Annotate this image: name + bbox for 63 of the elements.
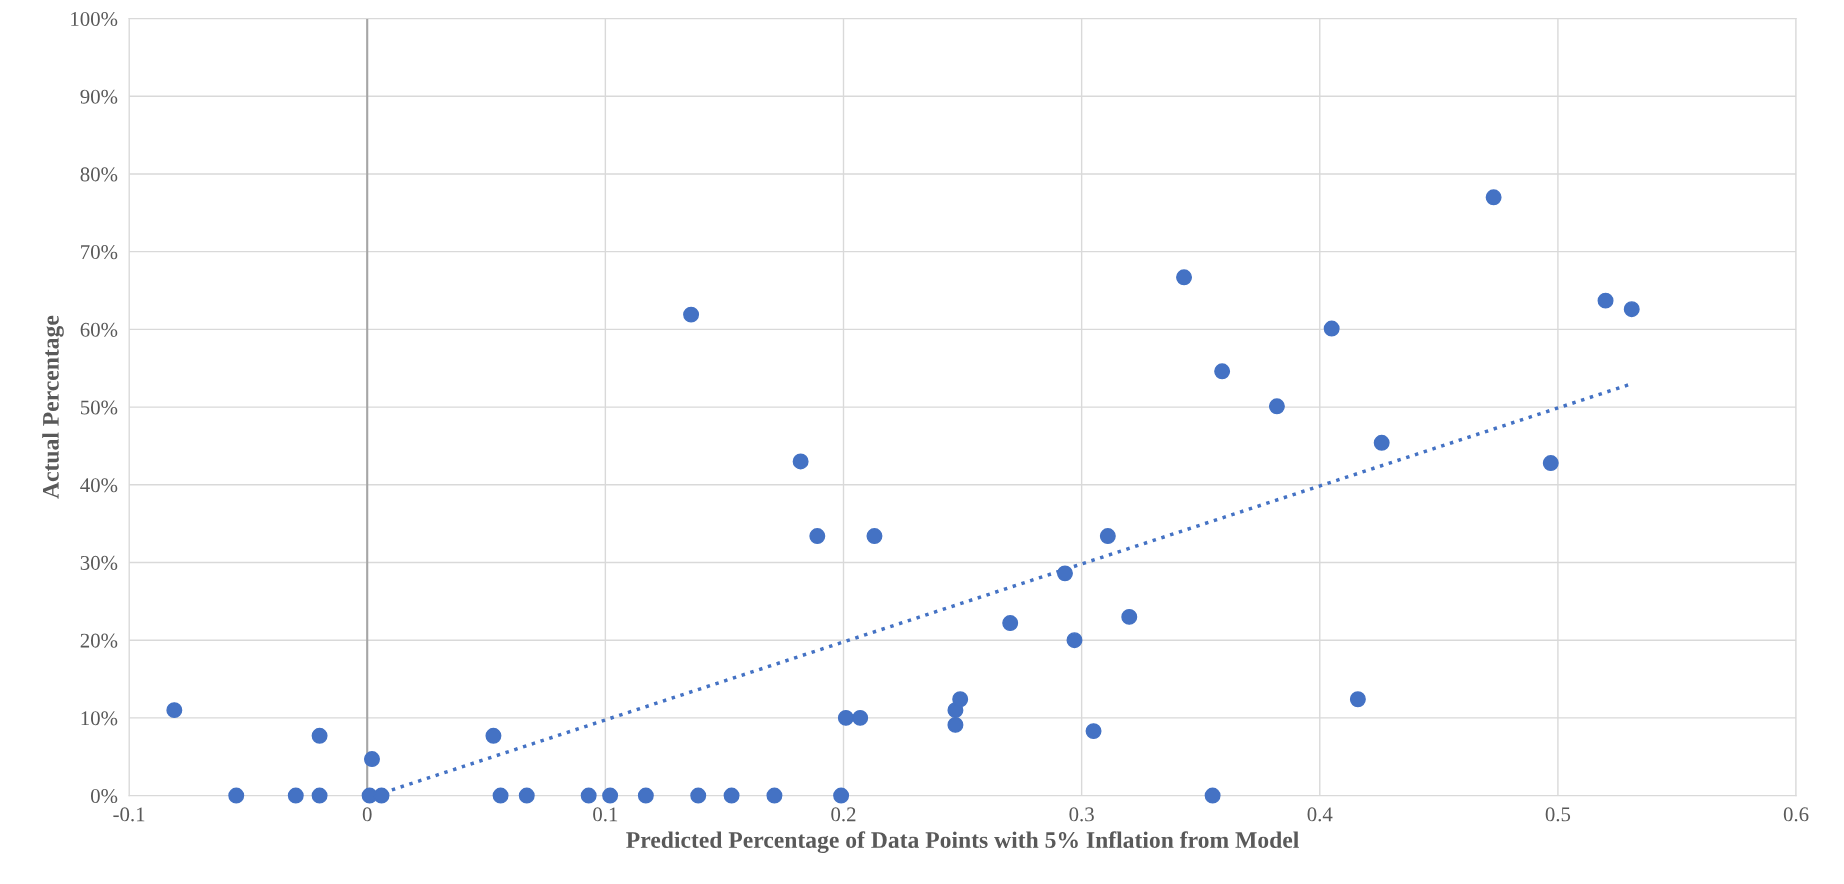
y-tick-label: 10% [81, 711, 118, 726]
x-tick-label: 0.2 [831, 807, 856, 822]
y-axis-title: Actual Percentage [42, 315, 64, 499]
point [683, 306, 700, 323]
point [837, 709, 854, 726]
point [1623, 301, 1640, 318]
x-tick-label: 0.1 [593, 807, 618, 822]
point [1485, 189, 1502, 206]
point [492, 787, 509, 804]
x-tick-label: 0.3 [1069, 807, 1094, 822]
point [1176, 269, 1193, 286]
point [852, 709, 869, 726]
point [373, 787, 390, 804]
y-tick-label: 40% [80, 478, 118, 493]
point [1002, 615, 1019, 632]
x-tick-label: 0.5 [1545, 807, 1571, 822]
point [866, 528, 883, 545]
y-tick-label: 50% [80, 400, 118, 415]
point [1121, 608, 1138, 625]
point [228, 787, 245, 804]
y-tick-label: 30% [80, 555, 118, 570]
point [1349, 691, 1366, 708]
x-tick-label: 0 [362, 807, 372, 822]
point [166, 702, 183, 719]
point [809, 528, 826, 545]
point [1373, 434, 1390, 451]
point [1204, 787, 1221, 804]
x-tick-label: 0.4 [1307, 807, 1333, 822]
y-tick-label: 0% [90, 788, 118, 804]
point [637, 787, 654, 804]
point [602, 787, 619, 804]
point [1323, 320, 1340, 337]
point [1099, 528, 1116, 545]
y-tick-label: 60% [80, 322, 118, 337]
point [1268, 398, 1285, 415]
y-tick-label: 80% [80, 167, 118, 182]
point [1085, 723, 1102, 740]
x-tick-label: -0.1 [113, 807, 145, 822]
point [580, 787, 597, 804]
point [792, 453, 809, 470]
point [311, 787, 328, 804]
y-tick-label: 90% [80, 89, 118, 104]
x-tick-label: 0.6 [1783, 807, 1809, 822]
point [947, 716, 964, 733]
y-tick-label: 70% [81, 245, 118, 260]
y-tick-label: 20% [80, 633, 118, 648]
point [364, 751, 380, 768]
point [1542, 455, 1559, 472]
point [690, 787, 707, 804]
point [287, 787, 304, 804]
point [833, 787, 850, 804]
point [311, 727, 328, 744]
point [1597, 292, 1614, 309]
point [518, 787, 535, 804]
y-tick-label: 100% [71, 11, 118, 27]
point [1056, 565, 1073, 582]
point [1066, 632, 1083, 649]
point [952, 691, 969, 708]
point [766, 787, 783, 804]
point [1214, 363, 1231, 380]
point [723, 787, 740, 804]
x-axis-title: Predicted Percentage of Data Points with 5% Inflation from Model [626, 831, 1299, 853]
point [485, 727, 502, 744]
